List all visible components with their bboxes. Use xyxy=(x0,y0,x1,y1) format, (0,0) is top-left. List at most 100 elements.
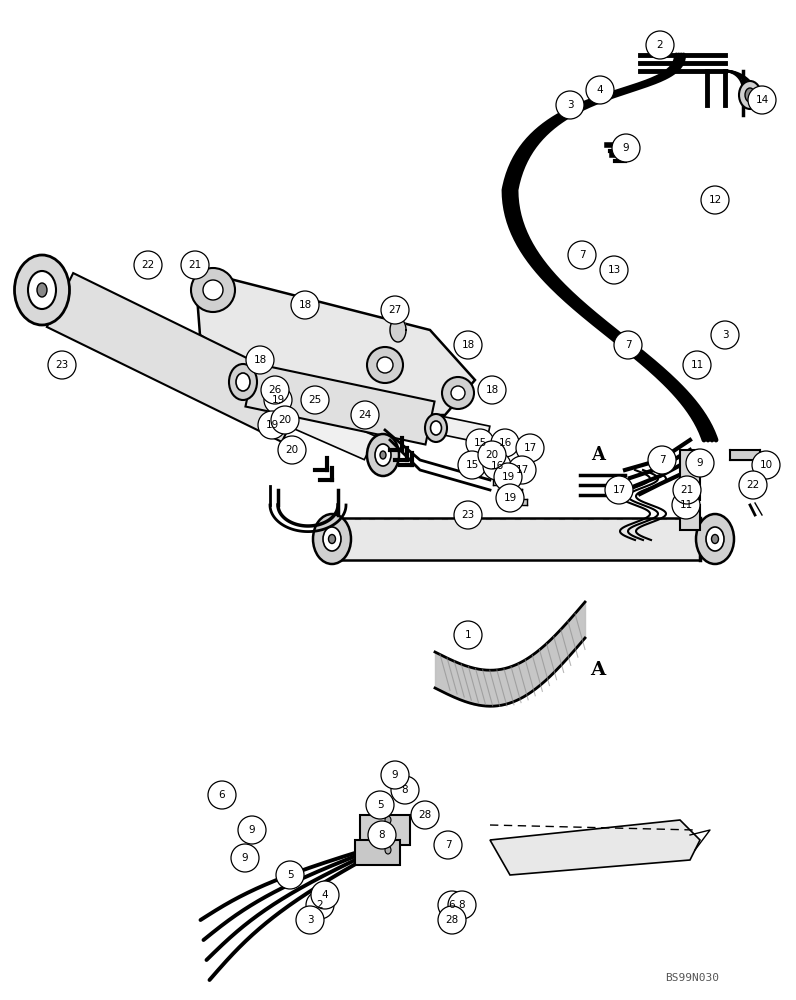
Circle shape xyxy=(181,251,209,279)
Ellipse shape xyxy=(329,534,335,544)
Text: 8: 8 xyxy=(379,830,385,840)
Text: 12: 12 xyxy=(708,195,722,205)
Polygon shape xyxy=(498,489,522,495)
Text: 5: 5 xyxy=(287,870,293,880)
Text: 8: 8 xyxy=(458,900,466,910)
Circle shape xyxy=(586,76,614,104)
Text: 7: 7 xyxy=(445,840,451,850)
Circle shape xyxy=(134,251,162,279)
Text: 18: 18 xyxy=(253,355,267,365)
Polygon shape xyxy=(195,270,475,415)
Text: 19: 19 xyxy=(265,420,279,430)
Circle shape xyxy=(483,452,511,480)
Ellipse shape xyxy=(385,836,391,844)
Circle shape xyxy=(291,291,319,319)
Polygon shape xyxy=(328,518,700,560)
Circle shape xyxy=(258,411,286,439)
Text: 21: 21 xyxy=(189,260,201,270)
Circle shape xyxy=(508,456,536,484)
Text: 17: 17 xyxy=(612,485,626,495)
Circle shape xyxy=(648,446,676,474)
Polygon shape xyxy=(730,450,760,460)
Text: 11: 11 xyxy=(679,500,693,510)
Text: 2: 2 xyxy=(657,40,663,50)
Ellipse shape xyxy=(313,514,351,564)
Ellipse shape xyxy=(375,444,391,466)
Circle shape xyxy=(466,429,494,457)
Ellipse shape xyxy=(696,514,734,564)
Polygon shape xyxy=(355,840,400,865)
Text: 4: 4 xyxy=(597,85,603,95)
Text: 7: 7 xyxy=(658,455,665,465)
Circle shape xyxy=(438,906,466,934)
Ellipse shape xyxy=(706,527,724,551)
Ellipse shape xyxy=(385,846,391,854)
Circle shape xyxy=(381,761,409,789)
Circle shape xyxy=(478,376,506,404)
Polygon shape xyxy=(680,450,700,500)
Text: A: A xyxy=(591,446,605,464)
Circle shape xyxy=(605,476,633,504)
Circle shape xyxy=(306,891,334,919)
Text: 18: 18 xyxy=(486,385,498,395)
Text: 8: 8 xyxy=(402,785,408,795)
Circle shape xyxy=(451,386,465,400)
Circle shape xyxy=(296,906,324,934)
Circle shape xyxy=(478,441,506,469)
Circle shape xyxy=(367,347,403,383)
Polygon shape xyxy=(503,499,527,505)
Text: 15: 15 xyxy=(466,460,478,470)
Circle shape xyxy=(454,331,482,359)
Text: 23: 23 xyxy=(462,510,474,520)
Circle shape xyxy=(752,451,780,479)
Text: 11: 11 xyxy=(690,360,704,370)
Polygon shape xyxy=(289,403,376,460)
Text: 3: 3 xyxy=(722,330,728,340)
Polygon shape xyxy=(428,414,490,444)
Circle shape xyxy=(391,776,419,804)
Ellipse shape xyxy=(323,527,341,551)
Circle shape xyxy=(351,401,379,429)
Circle shape xyxy=(673,476,701,504)
Text: 19: 19 xyxy=(501,472,515,482)
Circle shape xyxy=(411,801,439,829)
Text: 27: 27 xyxy=(388,305,402,315)
Circle shape xyxy=(261,376,289,404)
Circle shape xyxy=(438,891,466,919)
Text: 10: 10 xyxy=(759,460,773,470)
Text: 25: 25 xyxy=(308,395,322,405)
Polygon shape xyxy=(488,469,512,475)
Ellipse shape xyxy=(712,534,719,544)
Text: 14: 14 xyxy=(755,95,769,105)
Text: 5: 5 xyxy=(377,800,384,810)
Circle shape xyxy=(271,406,299,434)
Text: 4: 4 xyxy=(322,890,328,900)
Text: 20: 20 xyxy=(286,445,298,455)
Text: 18: 18 xyxy=(298,300,311,310)
Circle shape xyxy=(442,377,474,409)
Ellipse shape xyxy=(236,373,250,391)
Text: 19: 19 xyxy=(503,493,517,503)
Text: 18: 18 xyxy=(462,340,474,350)
Circle shape xyxy=(672,491,700,519)
Ellipse shape xyxy=(28,271,56,309)
Text: 28: 28 xyxy=(446,915,458,925)
Text: 19: 19 xyxy=(271,395,285,405)
Polygon shape xyxy=(490,820,700,875)
Text: 17: 17 xyxy=(515,465,529,475)
Text: 24: 24 xyxy=(358,410,372,420)
Polygon shape xyxy=(680,505,700,530)
Circle shape xyxy=(311,881,339,909)
Circle shape xyxy=(377,357,393,373)
Circle shape xyxy=(491,429,519,457)
Circle shape xyxy=(246,346,274,374)
Text: 16: 16 xyxy=(498,438,512,448)
Circle shape xyxy=(238,816,266,844)
Text: 9: 9 xyxy=(248,825,256,835)
Polygon shape xyxy=(390,318,406,342)
Ellipse shape xyxy=(425,414,447,442)
Circle shape xyxy=(454,621,482,649)
Ellipse shape xyxy=(229,364,257,400)
Text: A: A xyxy=(591,661,606,679)
Text: 7: 7 xyxy=(625,340,631,350)
